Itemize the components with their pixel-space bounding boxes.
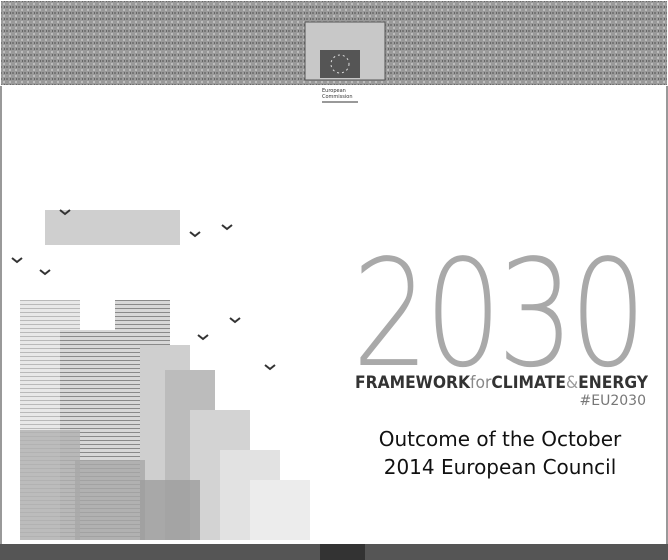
framework-word: ENERGY — [578, 373, 648, 393]
hashtag: #EU2030 — [580, 393, 646, 409]
logo-text: Commission — [322, 94, 353, 100]
birds — [11, 209, 276, 371]
framework-word: FRAMEWORK — [355, 373, 471, 393]
logo — [304, 21, 386, 81]
framework-line: FRAMEWORKforCLIMATE&ENERGY — [355, 373, 649, 393]
subtitle-line: Outcome of the October — [379, 427, 622, 451]
framework-word: CLIMATE — [491, 373, 566, 393]
framework-word: & — [566, 373, 578, 393]
skyline — [20, 210, 310, 540]
subtitle-line: 2014 European Council — [384, 455, 617, 479]
year: 2030 — [352, 228, 642, 400]
framework-word: for — [470, 373, 491, 393]
logo-text: European — [322, 88, 346, 94]
bottom-square — [320, 544, 365, 560]
